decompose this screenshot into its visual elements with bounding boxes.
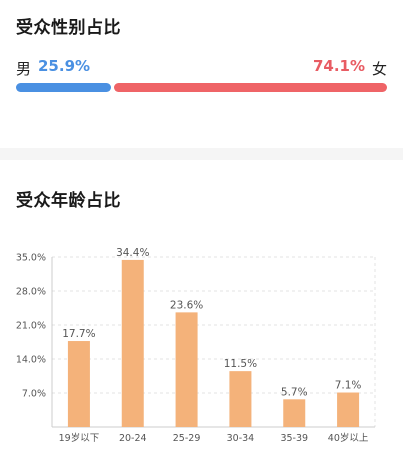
bar-data-label: 11.5%	[224, 358, 257, 370]
age-bar	[337, 392, 360, 427]
male-ratio-segment	[16, 83, 111, 92]
y-tick-label: 14.0%	[16, 355, 46, 366]
bar-data-label: 5.7%	[281, 386, 308, 398]
y-tick-label: 21.0%	[16, 321, 46, 332]
y-tick-label: 28.0%	[16, 287, 46, 298]
x-tick-label: 35-39	[280, 433, 308, 444]
x-tick-label: 40岁以上	[328, 432, 369, 444]
bar-data-label: 34.4%	[116, 247, 149, 259]
x-tick-label: 20-24	[119, 433, 147, 444]
male-label: 男	[16, 60, 32, 78]
y-tick-label: 35.0%	[16, 253, 46, 264]
age-section-title: 受众年龄占比	[16, 191, 121, 211]
bar-data-label: 7.1%	[335, 380, 362, 392]
x-tick-label: 25-29	[173, 433, 201, 444]
x-tick-label: 30-34	[227, 433, 255, 444]
age-bar	[121, 259, 144, 427]
female-ratio-segment	[113, 83, 387, 92]
gender-ratio-bar	[16, 83, 387, 92]
age-bar	[229, 371, 252, 427]
gender-section-title: 受众性别占比	[16, 18, 121, 38]
age-bar	[283, 399, 306, 427]
female-label: 女	[371, 60, 387, 78]
x-tick-label: 19岁以下	[59, 432, 100, 444]
y-tick-label: 7.0%	[22, 389, 46, 400]
age-bar	[175, 312, 198, 427]
male-percentage: 25.9%	[38, 57, 91, 75]
bar-data-label: 23.6%	[170, 299, 203, 311]
bar-data-label: 17.7%	[62, 328, 95, 340]
section-divider	[0, 148, 403, 160]
female-percentage: 74.1%	[312, 57, 365, 75]
gender-legend: 男 25.9% 74.1% 女	[16, 57, 387, 80]
age-bar	[67, 341, 90, 427]
age-bar-chart: 7.0% 14.0% 21.0% 28.0% 35.0% 17.7% 19岁以下 34.4% 2…	[16, 247, 376, 444]
